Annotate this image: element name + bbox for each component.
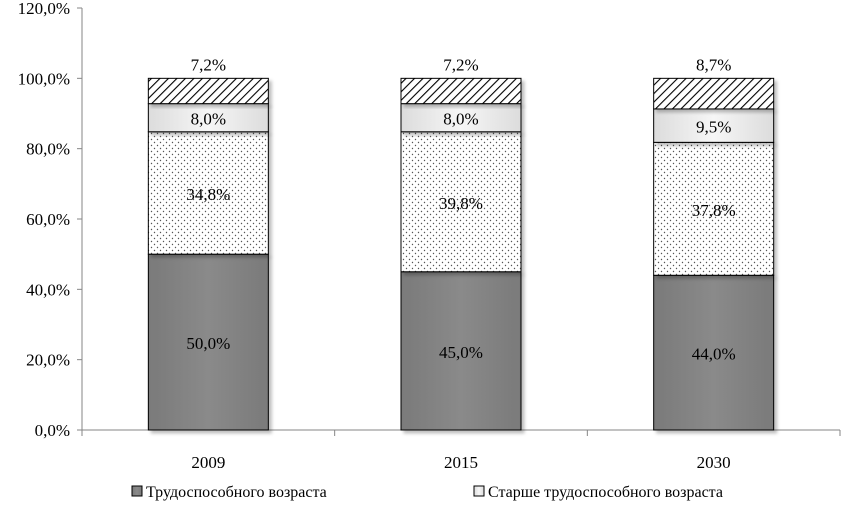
data-label: 45,0% xyxy=(439,343,483,362)
data-label: 8,0% xyxy=(191,110,226,129)
bar-segment xyxy=(653,77,775,110)
y-tick-label: 100,0% xyxy=(18,69,70,88)
data-labels-group: 50,0% 34,8% 8,0% 7,2% 45,0% 39,8% 8,0% 7,2% 44,0… xyxy=(186,55,735,363)
data-label: 8,0% xyxy=(443,110,478,129)
y-tick-label: 40,0% xyxy=(26,280,70,299)
data-label: 39,8% xyxy=(439,194,483,213)
bar-segment xyxy=(400,103,522,133)
data-label: 44,0% xyxy=(692,345,736,364)
bar-segment xyxy=(147,103,269,133)
y-tick-label: 20,0% xyxy=(26,351,70,370)
data-label: 34,8% xyxy=(186,185,230,204)
y-tick-label: 80,0% xyxy=(26,140,70,159)
bar-segment xyxy=(400,271,522,431)
bar-segment xyxy=(653,274,775,431)
bar-segment xyxy=(400,77,522,105)
bar-segment xyxy=(147,253,269,431)
data-label: 9,5% xyxy=(696,118,731,137)
legend-label: Трудоспособного возраста xyxy=(146,484,327,501)
legend-label: Старше трудоспособного возраста xyxy=(488,484,723,501)
legend-swatch xyxy=(473,485,485,497)
legend: Трудоспособного возраста Старше трудоспос… xyxy=(131,484,723,501)
bar-segment xyxy=(653,141,775,276)
data-label: 7,2% xyxy=(443,55,478,74)
chart-axes: 0,0% 20,0% 40,0% 60,0% 80,0% 100,0% 120,0% 2009… xyxy=(18,0,841,472)
x-tick-label: 2030 xyxy=(697,453,731,472)
x-tick-label: 2015 xyxy=(444,453,478,472)
bars-group xyxy=(147,77,775,431)
data-label: 7,2% xyxy=(191,55,226,74)
data-label: 8,7% xyxy=(696,55,731,74)
data-label: 50,0% xyxy=(186,334,230,353)
y-tick-label: 60,0% xyxy=(26,210,70,229)
legend-swatch xyxy=(131,485,143,497)
bar-segment xyxy=(400,131,522,273)
bar-segment xyxy=(147,77,269,105)
y-tick-label: 0,0% xyxy=(35,421,70,440)
x-tick-label: 2009 xyxy=(191,453,225,472)
y-tick-label: 120,0% xyxy=(18,0,70,18)
data-label: 37,8% xyxy=(692,201,736,220)
